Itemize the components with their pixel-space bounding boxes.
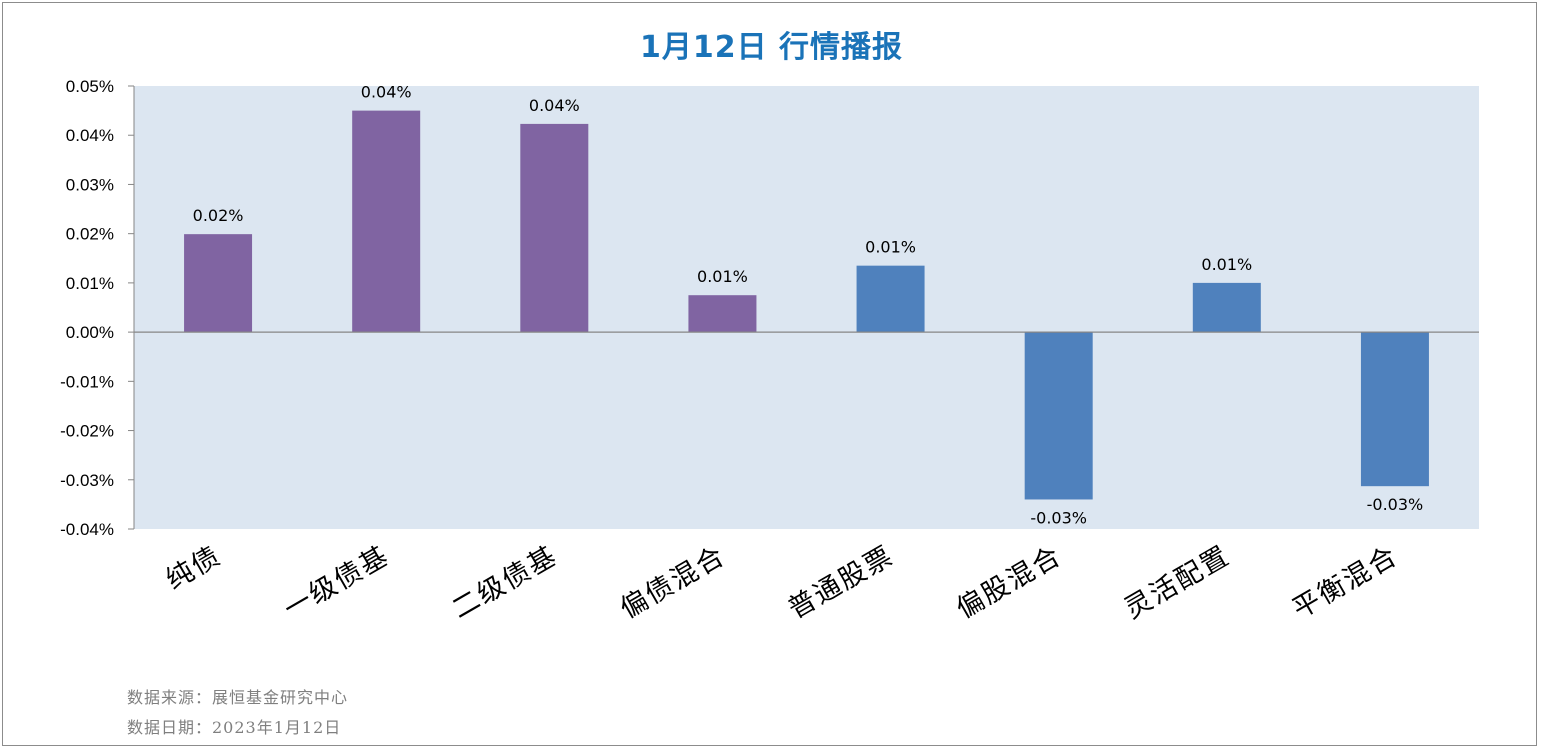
data-date-note: 数据日期：2023年1月12日: [127, 718, 342, 737]
bar: [520, 123, 589, 333]
data-label: 0.01%: [697, 267, 748, 286]
x-category-label: 平衡混合: [1287, 540, 1403, 625]
bar: [1192, 282, 1261, 333]
data-label: 0.02%: [193, 206, 244, 225]
data-source-note: 数据来源：展恒基金研究中心: [127, 688, 349, 707]
y-tick-label: 0.05%: [66, 77, 114, 96]
y-tick-label: -0.01%: [60, 372, 114, 391]
y-tick-label: 0.04%: [66, 126, 114, 145]
x-category-label: 灵活配置: [1119, 540, 1235, 625]
data-label: 0.01%: [865, 238, 916, 257]
x-category-label: 纯债: [161, 540, 227, 596]
y-tick-label: -0.04%: [60, 520, 114, 539]
bar: [352, 110, 421, 333]
x-category-label: 普通股票: [783, 540, 899, 625]
y-tick-label: 0.02%: [66, 225, 114, 244]
data-label: 0.04%: [361, 83, 412, 102]
y-tick-label: 0.01%: [66, 274, 114, 293]
data-label: -0.03%: [1367, 495, 1424, 514]
y-tick-label: 0.03%: [66, 175, 114, 194]
x-category-label: 二级债基: [447, 540, 563, 625]
data-label: 0.01%: [1201, 255, 1252, 274]
x-category-label: 一级债基: [279, 540, 395, 625]
data-label: 0.04%: [529, 96, 580, 115]
plot-area: [134, 86, 1479, 529]
bar: [1360, 332, 1429, 487]
bar: [688, 295, 757, 333]
bar: [856, 265, 925, 333]
y-tick-label: -0.03%: [60, 471, 114, 490]
bar: [184, 234, 253, 333]
chart-title: 1月12日 行情播报: [639, 30, 904, 65]
y-tick-label: -0.02%: [60, 422, 114, 441]
data-label: -0.03%: [1030, 508, 1087, 527]
x-category-label: 偏债混合: [615, 540, 731, 625]
x-category-label: 偏股混合: [951, 540, 1067, 625]
bar: [1024, 332, 1093, 500]
y-tick-label: 0.00%: [66, 323, 114, 342]
